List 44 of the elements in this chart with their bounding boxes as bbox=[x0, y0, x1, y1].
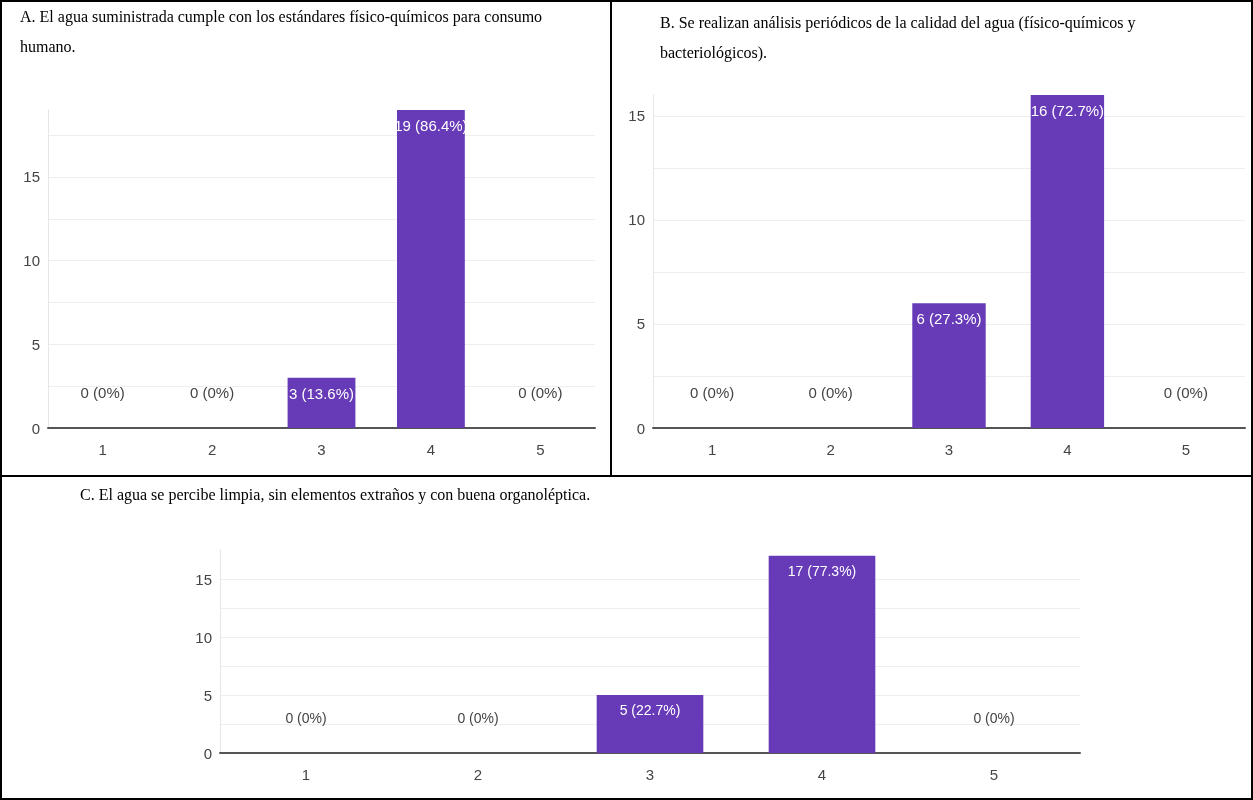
y-tick-label: 15 bbox=[628, 107, 645, 125]
x-tick-label: 1 bbox=[708, 441, 717, 458]
data-label: 0 (0%) bbox=[285, 710, 327, 726]
data-label: 3 (13.6%) bbox=[288, 384, 355, 402]
data-label: 0 (0%) bbox=[190, 384, 235, 401]
x-tick-label: 1 bbox=[301, 766, 311, 783]
x-tick-label: 3 bbox=[317, 441, 326, 458]
x-tick-label: 4 bbox=[1063, 441, 1072, 458]
x-tick-label: 2 bbox=[473, 766, 483, 783]
x-tick-label: 2 bbox=[826, 441, 835, 458]
x-tick-label: 3 bbox=[944, 441, 954, 458]
data-label: 0 (0%) bbox=[1163, 384, 1208, 401]
y-tick-label: 5 bbox=[636, 315, 645, 333]
x-tick-label: 4 bbox=[817, 766, 827, 783]
y-tick-label: 5 bbox=[203, 686, 212, 704]
y-tick-label: 0 bbox=[31, 419, 40, 437]
y-tick-label: 10 bbox=[23, 252, 40, 270]
data-label: 17 (77.3%) bbox=[787, 562, 857, 579]
y-tick-label: 15 bbox=[23, 168, 40, 186]
data-label: 6 (27.3%) bbox=[916, 310, 982, 328]
x-tick-label: 5 bbox=[536, 441, 545, 458]
data-label: 0 (0%) bbox=[690, 384, 735, 401]
y-tick-label: 10 bbox=[628, 211, 645, 229]
data-label: 5 (22.7%) bbox=[619, 702, 681, 718]
y-tick-label: 10 bbox=[195, 628, 212, 646]
data-label: 0 (0%) bbox=[80, 384, 125, 401]
x-tick-label: 5 bbox=[1181, 441, 1190, 458]
x-tick-label: 2 bbox=[207, 441, 217, 458]
y-tick-label: 15 bbox=[195, 570, 212, 588]
y-tick-label: 5 bbox=[31, 335, 40, 353]
x-tick-label: 5 bbox=[989, 766, 999, 783]
chart-title: A. El agua suministrada cumple con los estándares físico-químicos para consumo humano. bbox=[20, 7, 544, 57]
y-tick-label: 0 bbox=[636, 419, 645, 437]
x-tick-label: 4 bbox=[426, 441, 436, 458]
y-tick-label: 0 bbox=[203, 744, 212, 762]
data-label: 0 (0%) bbox=[973, 710, 1015, 726]
data-label: 0 (0%) bbox=[518, 384, 563, 401]
chart-title: C. El agua se percibe limpia, sin elementos extraños y con buena organoléptica. bbox=[80, 485, 592, 506]
x-tick-label: 3 bbox=[645, 766, 655, 783]
data-label: 0 (0%) bbox=[457, 710, 499, 726]
chart-title: B. Se realizan análisis periódicos de la calidad del agua (físico-químicos y bacteriológicos). bbox=[660, 13, 1137, 64]
x-tick-label: 1 bbox=[98, 441, 107, 458]
data-label: 0 (0%) bbox=[808, 384, 853, 401]
data-label: 16 (72.7%) bbox=[1030, 102, 1105, 119]
